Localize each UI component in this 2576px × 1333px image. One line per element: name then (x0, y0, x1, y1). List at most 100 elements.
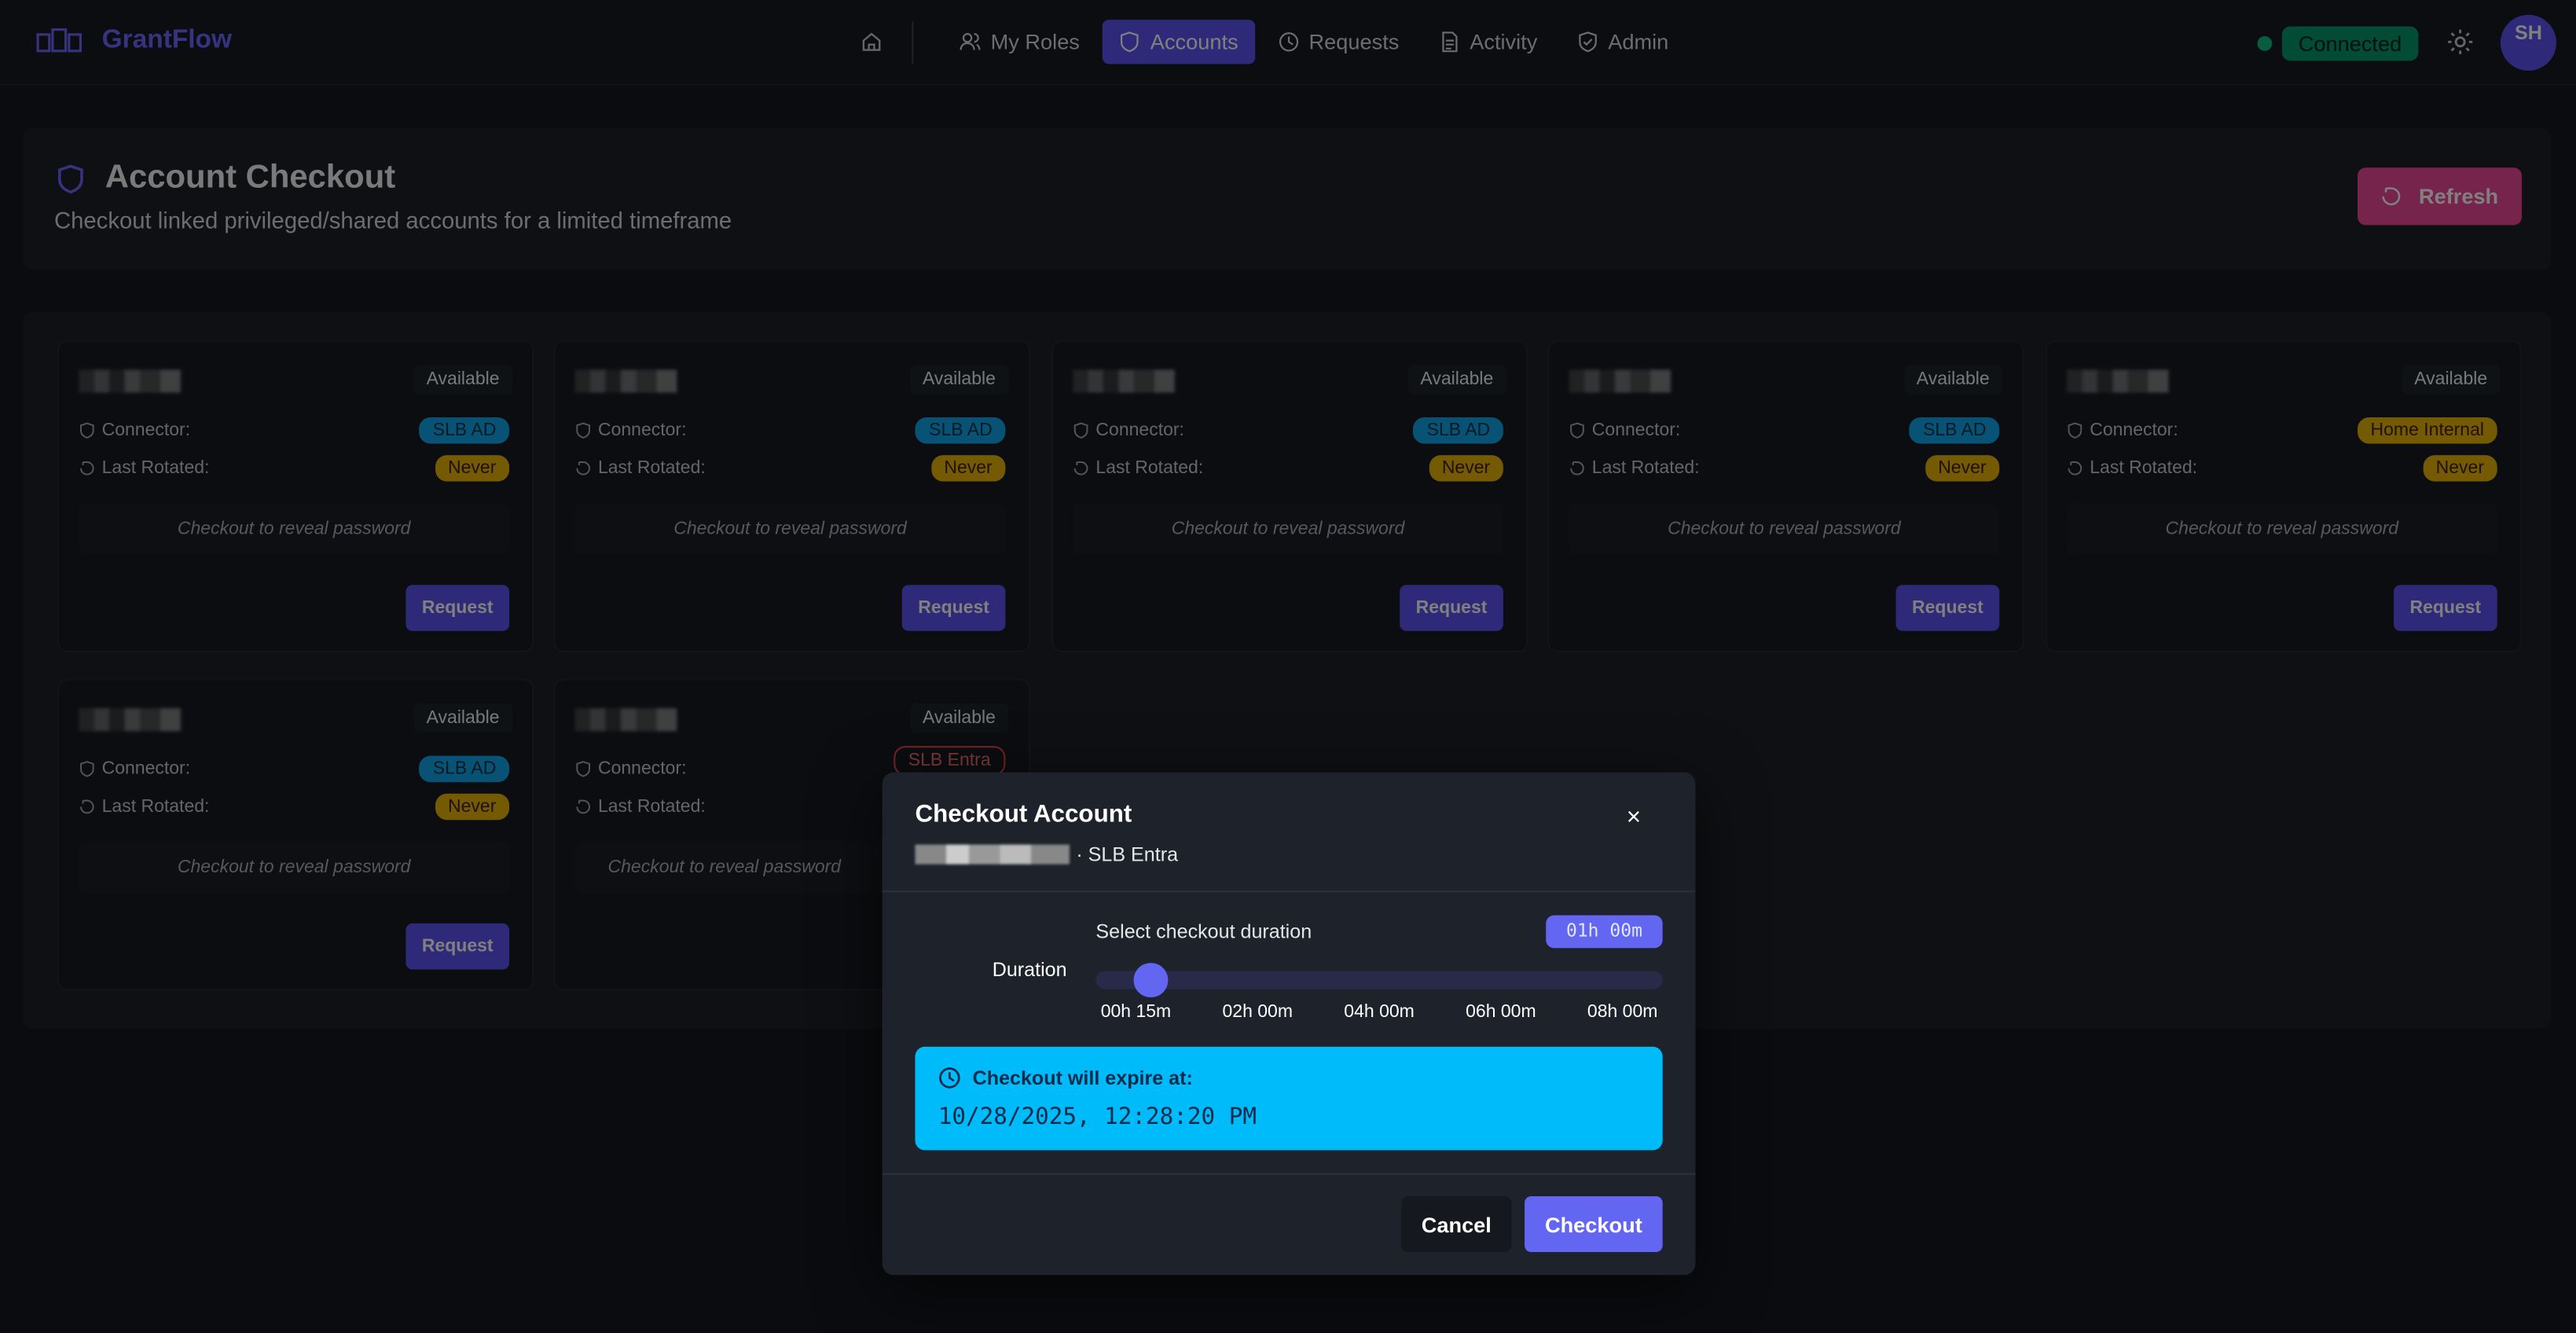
slider-thumb[interactable] (1134, 963, 1169, 997)
account-name-redacted (1073, 369, 1175, 393)
account-name-redacted (574, 369, 677, 393)
nav-label: Activity (1470, 29, 1538, 54)
cancel-button[interactable]: Cancel (1401, 1195, 1512, 1253)
account-card: Available Connector: Home Internal Last … (2045, 340, 2523, 652)
last-rotated-badge: Never (435, 455, 510, 482)
account-card: Available Connector: SLB AD Last Rotated… (57, 340, 534, 652)
connector-label: Connector: (101, 420, 191, 441)
connector-badge: SLB AD (1910, 417, 2000, 444)
password-placeholder: Checkout to reveal password (79, 841, 510, 894)
tick-label: 06h 00m (1466, 1002, 1536, 1023)
last-rotated-row: Last Rotated: (79, 458, 209, 478)
connector-row: Connector: (575, 759, 686, 779)
connector-row: Connector: (1073, 420, 1184, 440)
last-rotated-label: Last Rotated: (101, 458, 210, 479)
connector-badge: Home Internal (2357, 417, 2497, 444)
password-placeholder: Checkout to reveal password (2066, 502, 2497, 556)
home-icon[interactable] (861, 31, 882, 53)
rotate-icon (79, 461, 94, 476)
shield-icon (576, 761, 590, 777)
nav-divider (912, 20, 914, 64)
grantflow-logo-icon (36, 28, 83, 53)
expiry-info: Checkout will expire at: 10/28/2025, 12:… (915, 1046, 1663, 1151)
password-placeholder: Checkout to reveal password (1073, 502, 1503, 556)
gear-icon[interactable] (2446, 28, 2475, 57)
tick-label: 04h 00m (1344, 1002, 1415, 1023)
request-button[interactable]: Request (901, 585, 1006, 631)
connector-badge: SLB AD (420, 755, 510, 783)
last-rotated-label: Last Rotated: (597, 458, 706, 479)
last-rotated-badge: Never (2422, 455, 2497, 482)
account-name-redacted (915, 844, 1070, 865)
shield-icon (1570, 422, 1584, 439)
request-button[interactable]: Request (405, 923, 510, 970)
last-rotated-badge: Never (930, 455, 1006, 482)
nav-label: My Roles (990, 29, 1080, 54)
connector-badge: SLB AD (916, 417, 1006, 444)
last-rotated-row: Last Rotated: (1569, 458, 1700, 478)
file-icon (1441, 31, 1457, 53)
account-card: Available Connector: SLB AD Last Rotated… (1051, 340, 1528, 652)
rotate-icon (2068, 461, 2082, 476)
logo[interactable]: GrantFlow (36, 26, 232, 56)
modal-title: Checkout Account (915, 800, 1132, 828)
nav-accounts[interactable]: Accounts (1103, 20, 1255, 64)
last-rotated-label: Last Rotated: (101, 796, 210, 817)
modal-connector: · SLB Entra (1076, 843, 1179, 866)
shield-icon (79, 422, 94, 439)
request-button[interactable]: Request (1400, 585, 1503, 631)
avatar[interactable]: SH (2500, 14, 2556, 71)
last-rotated-badge: Never (1925, 455, 2000, 482)
shield-icon (1121, 31, 1139, 53)
shield-icon (2068, 422, 2082, 439)
tick-label: 08h 00m (1587, 1002, 1658, 1023)
password-placeholder: Checkout to reveal password (1569, 502, 2000, 556)
nav-admin[interactable]: Admin (1561, 20, 1686, 64)
connector-row: Connector: (79, 420, 190, 440)
account-name-redacted (79, 369, 181, 393)
close-button[interactable]: × (1626, 803, 1642, 832)
request-button[interactable]: Request (1895, 585, 2000, 631)
app-name: GrantFlow (101, 26, 233, 54)
last-rotated-row: Last Rotated: (1073, 458, 1203, 478)
request-button[interactable]: Request (405, 585, 510, 631)
account-name-redacted (2066, 369, 2169, 393)
status-badge: Connected (2281, 26, 2419, 61)
connector-badge: SLB AD (420, 417, 510, 444)
status-badge: Available (1903, 365, 2003, 395)
connector-row: Connector: (1569, 420, 1681, 441)
rotate-icon (1073, 461, 1088, 476)
shield-icon (576, 422, 590, 439)
account-card: Available Connector: SLB AD Last Rotated… (57, 678, 534, 991)
request-button[interactable]: Request (2394, 585, 2497, 631)
connector-badge: SLB AD (1413, 417, 1503, 444)
checkout-button[interactable]: Checkout (1525, 1195, 1663, 1253)
rotate-icon (1570, 461, 1584, 476)
last-rotated-row: Last Rotated: (79, 797, 209, 817)
expiry-label: Checkout will expire at: (972, 1066, 1193, 1090)
nav-requests[interactable]: Requests (1261, 20, 1415, 64)
last-rotated-row: Last Rotated: (575, 458, 706, 478)
connector-label: Connector: (597, 420, 687, 441)
connector-row: Connector: (575, 420, 687, 441)
shield-icon (58, 163, 83, 193)
status-badge: Available (909, 703, 1009, 733)
page-header: Account Checkout Checkout linked privile… (23, 128, 2552, 270)
select-duration-label: Select checkout duration (1095, 920, 1312, 944)
rotate-icon (576, 461, 590, 476)
nav-my-roles[interactable]: My Roles (943, 20, 1096, 64)
nav-activity[interactable]: Activity (1422, 20, 1554, 64)
account-card: Available Connector: SLB AD Last Rotated… (1547, 340, 2024, 652)
shield-icon (1073, 422, 1088, 439)
checkout-modal: Checkout Account · SLB Entra × Duration … (882, 772, 1696, 1276)
connector-badge: SLB Entra (893, 746, 1006, 776)
connector-label: Connector: (1591, 420, 1681, 441)
refresh-button[interactable]: Refresh (2358, 167, 2523, 226)
refresh-icon (2382, 187, 2401, 206)
password-placeholder: Checkout to reveal password (574, 502, 1006, 556)
nav-label: Accounts (1150, 29, 1238, 54)
last-rotated-label: Last Rotated: (1591, 458, 1700, 479)
status-badge: Available (2401, 365, 2501, 395)
duration-slider[interactable] (1095, 963, 1663, 997)
